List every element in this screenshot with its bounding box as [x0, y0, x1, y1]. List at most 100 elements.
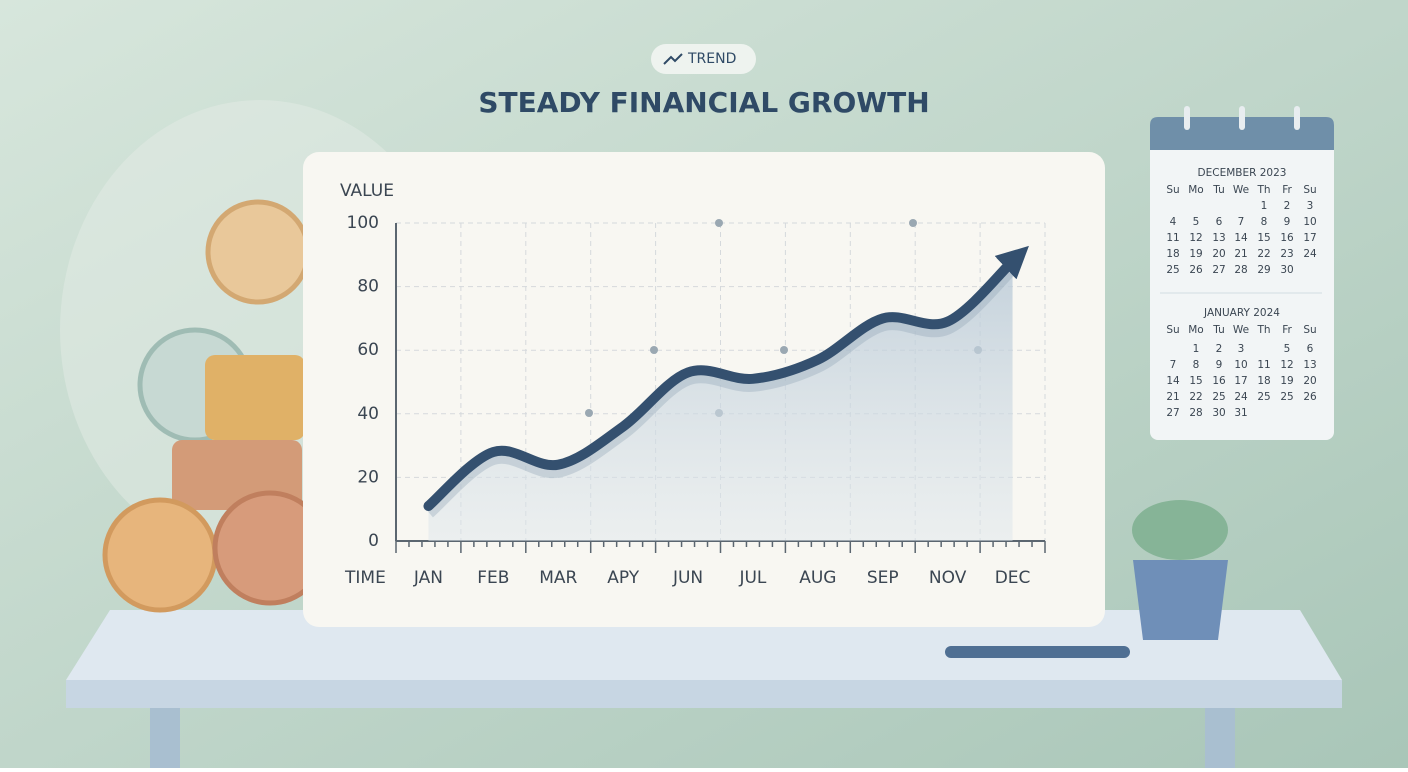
- calendar-day: 4: [1170, 216, 1177, 228]
- line: [423, 245, 1029, 512]
- badge: [651, 44, 756, 74]
- calendar-day: 6: [1307, 343, 1314, 355]
- calendar-day: 25: [1257, 391, 1270, 403]
- calendar-day: 19: [1189, 248, 1202, 260]
- calendar-weekday: Fr: [1282, 324, 1292, 336]
- calendar-title: JANUARY 2024: [1203, 307, 1280, 319]
- calendar-day: 5: [1193, 216, 1200, 228]
- calendar-day: 2: [1216, 343, 1223, 355]
- calendar-day: 11: [1257, 359, 1270, 371]
- table-leg: [150, 700, 180, 768]
- calendar-ring: [1184, 106, 1190, 130]
- calendar-weekday: Su: [1166, 324, 1179, 336]
- calendar-day: 11: [1166, 232, 1179, 244]
- calendar-day: 24: [1234, 391, 1248, 403]
- calendar-day: 28: [1189, 407, 1202, 419]
- coin: [102, 497, 218, 613]
- calendar-day: 7: [1238, 216, 1245, 228]
- calendar-day: 31: [1234, 407, 1247, 419]
- plant-pot: [1133, 560, 1228, 640]
- calendar-weekday: We: [1233, 184, 1249, 196]
- calendar-day: 15: [1189, 375, 1202, 387]
- y-tick-label: 60: [357, 340, 379, 360]
- pen: [945, 646, 1130, 658]
- calendar-day: 9: [1216, 359, 1223, 371]
- calendar-day: 1: [1193, 343, 1200, 355]
- calendar-day: 21: [1234, 248, 1247, 260]
- x-tick-label: MAR: [539, 568, 577, 588]
- x-axis-label: TIME: [344, 568, 386, 588]
- calendar-day: 29: [1257, 264, 1270, 276]
- grid-dot: [585, 409, 593, 417]
- calendar-day: 13: [1212, 232, 1225, 244]
- calendar-day: 8: [1261, 216, 1268, 228]
- calendar-day: 1: [1261, 200, 1268, 212]
- calendar-card: [1150, 117, 1334, 440]
- x-tick-label: JAN: [413, 568, 443, 588]
- calendar-day: 20: [1212, 248, 1225, 260]
- x-tick-label: FEB: [477, 568, 509, 588]
- calendar-weekday: Th: [1256, 324, 1270, 336]
- calendar-day: 12: [1189, 232, 1202, 244]
- calendar-day: 9: [1284, 216, 1291, 228]
- calendar-weekday: Tu: [1212, 324, 1224, 336]
- line-shadow: [423, 262, 1018, 518]
- chart-title: STEADY FINANCIAL GROWTH: [478, 86, 929, 119]
- calendar-day: 22: [1189, 391, 1202, 403]
- calendar-weekday: Su: [1166, 184, 1179, 196]
- calendar-day: 25: [1166, 264, 1179, 276]
- x-tick-label: APY: [607, 568, 640, 588]
- calendar-day: 14: [1234, 232, 1248, 244]
- calendar-day: 15: [1257, 232, 1270, 244]
- calendar-day: 3: [1238, 343, 1245, 355]
- calendar-weekday: Mo: [1188, 324, 1203, 336]
- calendar-header: [1150, 117, 1334, 150]
- table-edge: [66, 680, 1342, 708]
- x-tick-label: JUL: [738, 568, 766, 588]
- calendar-day: 10: [1234, 359, 1247, 371]
- calendar-day: 6: [1216, 216, 1223, 228]
- badge-icon: [663, 53, 683, 65]
- grid-dot: [909, 219, 917, 227]
- calendar-ring: [1294, 106, 1300, 130]
- calendar-day: 19: [1280, 375, 1293, 387]
- grid-dot: [650, 346, 658, 354]
- y-tick-label: 100: [347, 213, 379, 233]
- y-tick-label: 80: [357, 277, 379, 297]
- calendar-weekday: Tu: [1212, 184, 1224, 196]
- calendar-day: 14: [1166, 375, 1180, 387]
- x-tick-label: DEC: [995, 568, 1031, 588]
- calendar-day: 17: [1234, 375, 1247, 387]
- calendar-day: 7: [1170, 359, 1177, 371]
- calendar-day: 18: [1166, 248, 1179, 260]
- calendar-day: 28: [1234, 264, 1247, 276]
- calendar-day: 26: [1303, 391, 1317, 403]
- calendar-day: 18: [1257, 375, 1270, 387]
- calendar-day: 20: [1303, 375, 1316, 387]
- plot: 0 20 40 60 80 100 JAN FEB MAR APY JUN JUL AUG SEP NOV D…: [347, 213, 1046, 588]
- calendar-day: 27: [1212, 264, 1225, 276]
- y-tick-label: 0: [368, 531, 379, 551]
- calendar-weekday: Mo: [1188, 184, 1203, 196]
- calendar-weekday: Su: [1303, 324, 1316, 336]
- badge-text: TREND: [687, 51, 736, 67]
- calendar-day: 24: [1303, 248, 1317, 260]
- calendar-day: 30: [1212, 407, 1225, 419]
- calendar-day: 10: [1303, 216, 1316, 228]
- calendar-day: 16: [1212, 375, 1226, 387]
- calendar-ring: [1239, 106, 1245, 130]
- calendar-day: 13: [1303, 359, 1316, 371]
- calendar-day: 25: [1280, 391, 1293, 403]
- x-tick-label: JUN: [672, 568, 703, 588]
- coin: [205, 199, 311, 305]
- calendar-day: 2: [1284, 200, 1291, 212]
- y-tick-label: 20: [357, 467, 379, 487]
- calendar-weekday: Fr: [1282, 184, 1292, 196]
- y-axis-label: VALUE: [340, 181, 394, 201]
- calendar-day: 21: [1166, 391, 1179, 403]
- calendar-day: 22: [1257, 248, 1270, 260]
- calendar-day: 26: [1189, 264, 1203, 276]
- calendar-title: DECEMBER 2023: [1198, 167, 1287, 179]
